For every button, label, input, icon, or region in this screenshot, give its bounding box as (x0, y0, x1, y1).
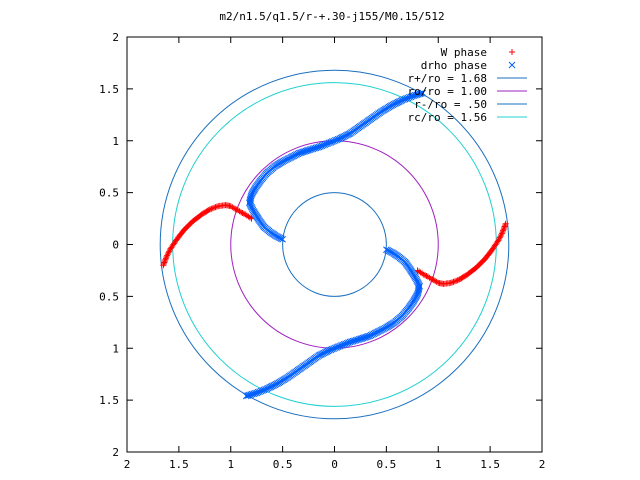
y-tick-label: 1.5 (99, 394, 119, 407)
legend-symbol (509, 49, 515, 55)
legend-label: r+/ro = 1.68 (408, 72, 487, 85)
drho-phase-point (417, 90, 425, 97)
y-tick-label: 2 (112, 446, 119, 459)
drho-phase-point (244, 392, 252, 399)
legend-symbol (508, 61, 516, 69)
phase-points (160, 89, 509, 400)
legend-label: W phase (441, 46, 487, 59)
w-phase-point (502, 220, 509, 227)
circle-r0_5 (282, 192, 387, 297)
y-tick-label: 2 (112, 31, 119, 44)
legend-label: rc/ro = 1.56 (408, 111, 487, 124)
w-phase-point (451, 278, 458, 285)
w-phase-point (449, 279, 456, 286)
w-phase-point (208, 205, 215, 212)
w-phase-point (457, 276, 464, 283)
w-phase-point (162, 255, 169, 262)
w-phase-point (212, 204, 219, 211)
x-tick-label: 1 (435, 458, 442, 471)
w-phase-point (232, 205, 239, 212)
w-phase-point (160, 260, 167, 267)
x-tick-label: 0.5 (273, 458, 293, 471)
chart-title: m2/n1.5/q1.5/r-+.30-j155/M0.15/512 (219, 10, 444, 23)
y-tick-label: 1 (112, 135, 119, 148)
w-phase-point (498, 230, 505, 237)
x-tick-label: 0 (331, 458, 338, 471)
w-phase-point (213, 203, 220, 210)
w-phase-point (424, 273, 431, 280)
w-phase-point (453, 277, 460, 284)
x-tick-label: 2 (124, 458, 131, 471)
w-phase-point (430, 277, 437, 284)
w-phase-point (165, 249, 172, 256)
legend-label: r-/ro = .50 (414, 98, 487, 111)
w-phase-point (163, 253, 170, 260)
drho-phase-series (242, 89, 427, 400)
y-tick-label: 0.5 (99, 290, 119, 303)
drho-phase-point (419, 89, 427, 97)
w-phase-point (501, 224, 508, 231)
y-tick-label: 1.5 (99, 83, 119, 96)
w-phase-point (164, 251, 171, 258)
w-phase-point (164, 252, 171, 259)
x-tick-label: 1.5 (169, 458, 189, 471)
y-tick-label: 1 (112, 342, 119, 355)
w-phase-point (502, 222, 509, 229)
w-phase-point (501, 223, 508, 230)
circle-r1_56 (172, 82, 497, 407)
w-phase-point (162, 256, 169, 263)
drho-phase-point (242, 392, 250, 400)
legend-label: drho phase (421, 59, 487, 72)
x-tick-label: 1.5 (480, 458, 500, 471)
w-phase-point (239, 210, 246, 217)
x-tick-label: 0.5 (376, 458, 396, 471)
w-phase-point (160, 262, 167, 269)
y-tick-label: 0 (112, 239, 119, 252)
axis-ticks: 2 1.5 1 0.5 0 0.5 1 1.5 221.510.500.511.52 (99, 31, 545, 471)
w-phase-point (454, 277, 461, 284)
w-phase-point (496, 234, 503, 241)
w-phase-point (166, 248, 173, 255)
w-phase-point (499, 229, 506, 236)
w-phase-point (238, 209, 245, 216)
w-phase-point (500, 226, 507, 233)
circle-r1 (230, 140, 439, 349)
w-phase-point (432, 277, 439, 284)
w-phase-point (450, 278, 457, 285)
circle-r1_68 (159, 69, 510, 420)
legend-label: ro/ro = 1.00 (408, 85, 487, 98)
w-phase-point (207, 206, 213, 213)
w-phase-series (160, 202, 509, 287)
x-tick-label: 1 (227, 458, 234, 471)
w-phase-point (423, 272, 430, 279)
w-phase-point (500, 227, 507, 234)
w-phase-point (211, 204, 218, 211)
x-tick-label: 2 (539, 458, 546, 471)
w-phase-point (230, 205, 237, 212)
w-phase-point (498, 231, 505, 238)
w-phase-point (205, 206, 212, 213)
w-phase-point (161, 258, 168, 265)
y-tick-label: 0.5 (99, 187, 119, 200)
w-phase-point (456, 276, 462, 283)
w-phase-point (497, 233, 504, 240)
w-phase-point (161, 259, 168, 266)
w-phase-point (209, 205, 216, 212)
